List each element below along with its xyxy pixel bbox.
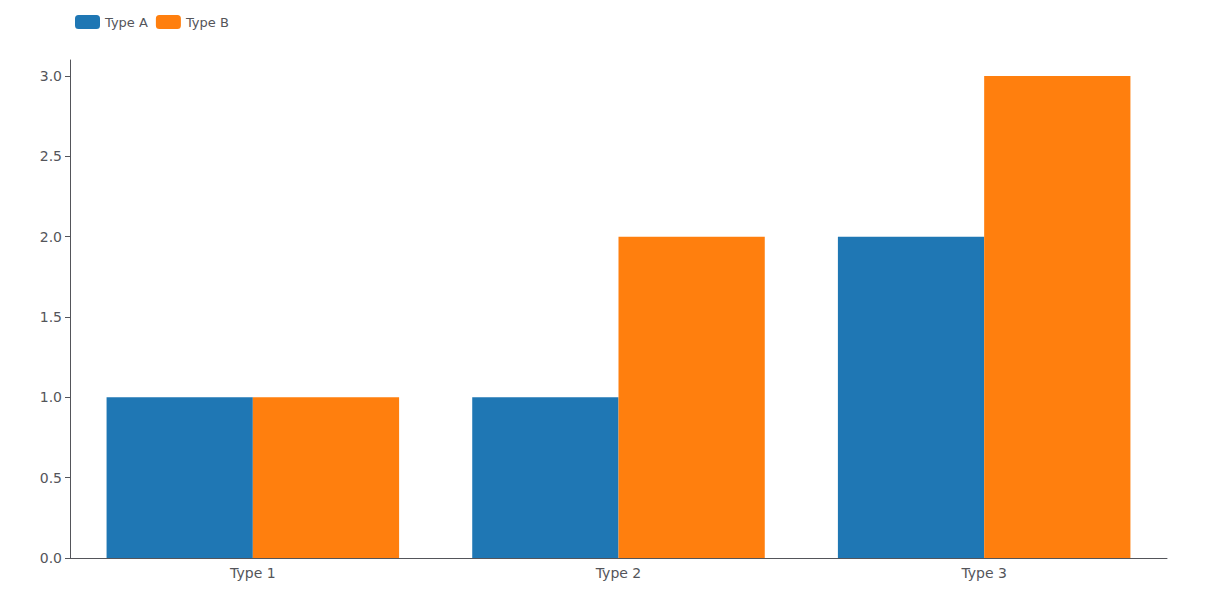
svg-text:2.0: 2.0 <box>40 229 62 245</box>
svg-text:2.5: 2.5 <box>40 148 62 164</box>
svg-text:Type 3: Type 3 <box>960 565 1007 581</box>
svg-text:0.5: 0.5 <box>40 470 62 486</box>
svg-text:0.0: 0.0 <box>40 550 62 566</box>
svg-text:Type 1: Type 1 <box>229 565 276 581</box>
svg-text:Type A: Type A <box>104 15 148 30</box>
svg-text:Type 2: Type 2 <box>595 565 642 581</box>
svg-text:1.5: 1.5 <box>40 309 62 325</box>
svg-text:1.0: 1.0 <box>40 389 62 405</box>
svg-text:3.0: 3.0 <box>40 68 62 84</box>
svg-text:Type B: Type B <box>185 15 229 30</box>
